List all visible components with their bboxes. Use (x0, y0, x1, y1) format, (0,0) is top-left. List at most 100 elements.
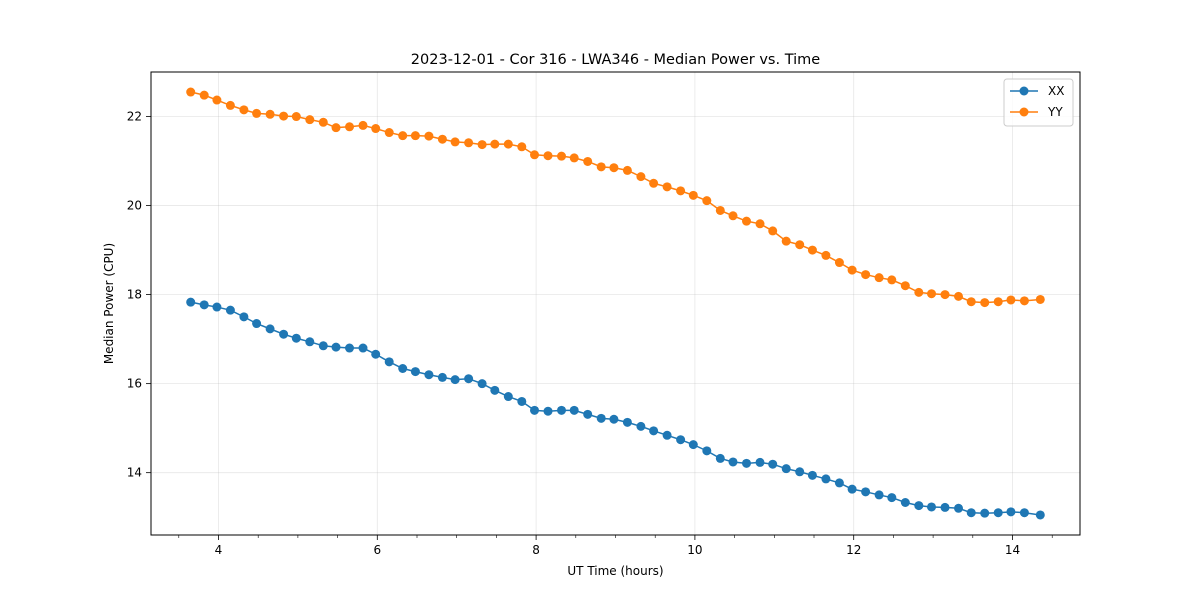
data-point-yy (742, 216, 752, 226)
data-point-xx (517, 396, 527, 406)
data-point-yy (212, 95, 222, 105)
data-point-xx (914, 501, 924, 511)
data-point-xx (503, 392, 513, 402)
data-point-xx (557, 405, 567, 415)
legend-label-yy: YY (1047, 105, 1063, 119)
data-point-xx (212, 302, 222, 312)
data-point-xx (477, 379, 487, 389)
data-point-yy (543, 151, 553, 161)
x-tick-label: 10 (687, 543, 702, 557)
data-point-yy (980, 298, 990, 308)
data-point-xx (569, 405, 579, 415)
data-point-yy (503, 139, 513, 149)
data-point-xx (715, 453, 725, 463)
legend-marker-xx (1019, 86, 1029, 96)
data-point-yy (437, 134, 447, 144)
data-point-yy (279, 111, 289, 121)
y-axis: 14 16 18 20 22 (127, 110, 151, 480)
data-point-xx (199, 300, 209, 310)
data-point-xx (927, 502, 937, 512)
x-axis-label: UT Time (hours) (567, 564, 663, 578)
data-point-yy (252, 108, 262, 118)
data-point-xx (742, 458, 752, 468)
data-point-xx (834, 478, 844, 488)
data-point-xx (450, 375, 460, 385)
data-point-xx (279, 329, 289, 339)
data-point-yy (318, 117, 328, 127)
data-point-yy (676, 186, 686, 196)
data-point-yy (688, 190, 698, 200)
y-axis-label: Median Power (CPU) (102, 243, 116, 364)
data-point-xx (345, 343, 355, 353)
grid (151, 72, 1080, 535)
data-point-xx (768, 459, 778, 469)
data-point-yy (1006, 295, 1016, 305)
data-point-yy (477, 140, 487, 150)
data-point-yy (291, 112, 301, 122)
x-axis: 4 6 8 10 12 14 (178, 535, 1053, 557)
data-point-xx (225, 305, 235, 315)
legend-marker-yy (1019, 107, 1029, 117)
data-point-xx (755, 457, 765, 467)
data-point-xx (847, 484, 857, 494)
data-point-xx (728, 457, 738, 467)
data-point-yy (954, 291, 964, 301)
data-point-xx (371, 349, 381, 359)
data-point-xx (966, 508, 976, 518)
data-point-yy (398, 131, 408, 141)
data-point-xx (874, 490, 884, 500)
data-point-yy (795, 240, 805, 250)
data-point-xx (252, 319, 262, 329)
data-point-yy (874, 273, 884, 283)
data-point-xx (807, 470, 817, 480)
data-point-yy (715, 205, 725, 215)
data-point-xx (609, 414, 619, 424)
data-point-xx (781, 464, 791, 474)
data-point-yy (966, 297, 976, 307)
series-layer (186, 87, 1045, 520)
data-point-yy (755, 219, 765, 229)
data-point-yy (636, 172, 646, 182)
data-point-xx (596, 413, 606, 423)
data-point-yy (914, 287, 924, 297)
data-point-yy (345, 122, 355, 132)
data-point-xx (464, 374, 474, 384)
x-tick-label: 6 (373, 543, 381, 557)
y-tick-label: 20 (127, 199, 142, 213)
data-point-yy (424, 131, 434, 141)
data-point-yy (834, 258, 844, 268)
data-point-yy (649, 178, 659, 188)
x-tick-label: 14 (1005, 543, 1020, 557)
data-point-xx (980, 508, 990, 518)
data-point-xx (410, 367, 420, 377)
data-point-xx (384, 357, 394, 367)
data-point-xx (424, 370, 434, 380)
data-point-xx (490, 385, 500, 395)
data-point-yy (1035, 294, 1045, 304)
data-point-yy (993, 297, 1003, 307)
data-point-xx (993, 508, 1003, 518)
data-point-xx (318, 341, 328, 351)
data-point-yy (569, 153, 579, 163)
x-tick-label: 12 (846, 543, 861, 557)
data-point-xx (530, 405, 540, 415)
data-point-xx (688, 440, 698, 450)
y-tick-label: 18 (127, 288, 142, 302)
data-point-yy (384, 128, 394, 138)
data-point-yy (662, 182, 672, 192)
data-point-xx (821, 474, 831, 484)
data-point-xx (265, 324, 275, 334)
data-point-xx (543, 406, 553, 416)
chart-title: 2023-12-01 - Cor 316 - LWA346 - Median P… (411, 52, 820, 68)
data-point-yy (702, 196, 712, 206)
data-point-xx (1035, 510, 1045, 520)
data-point-yy (940, 290, 950, 300)
y-tick-label: 22 (127, 110, 142, 124)
data-point-xx (305, 337, 315, 347)
data-point-yy (900, 281, 910, 291)
data-point-yy (305, 115, 315, 125)
data-point-xx (1006, 507, 1016, 517)
data-point-yy (450, 137, 460, 147)
data-point-yy (1019, 296, 1029, 306)
